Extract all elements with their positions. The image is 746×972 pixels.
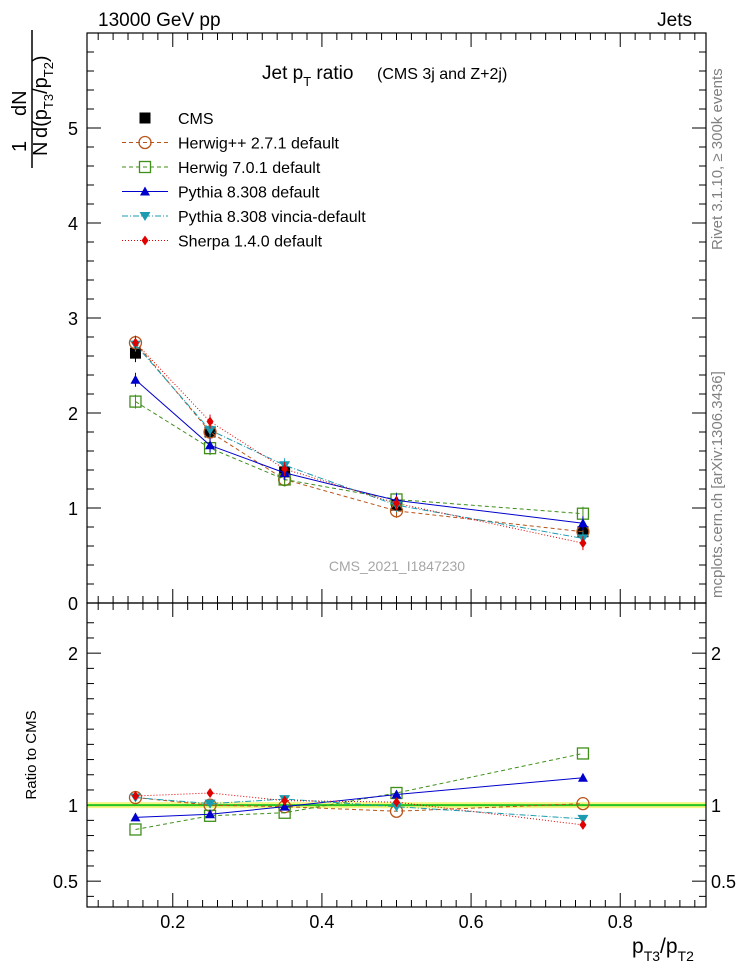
y-label-sub1: T3 [41,94,56,109]
ratio-y-tick-label: 2 [68,644,78,664]
series-4-ratio-line [135,797,583,820]
y-label-dn: dN [9,90,31,116]
series-3-ratio-point [577,772,588,782]
series-5-ratio-point [206,788,214,798]
legend-item-3-label: Pythia 8.308 default [178,185,320,202]
y-label-sub2: T2 [41,62,56,77]
analysis-watermark: CMS_2021_I1847230 [329,558,465,574]
legend-item-0-label: CMS [178,111,214,128]
series-5-ratio-point [131,791,139,802]
series-3-ratio-line [135,777,583,818]
y-label-denominator: d(pT3/pT2) [30,55,56,138]
series-5-point [131,337,139,348]
y-tick-label: 4 [68,214,78,234]
series-4-point [204,426,216,436]
series-5-ratio-point [281,795,289,806]
series-2-ratio-point [576,747,590,760]
y-label-one: 1 [9,141,31,152]
legend-item-2-marker [138,160,152,174]
legend-item-2-label: Herwig 7.0.1 default [178,160,321,177]
ratio-y-tick-label-right: 0.5 [711,872,736,892]
series-2-line [135,401,583,515]
series-5-line [135,342,584,544]
x-label-sub2: T2 [678,948,695,964]
x-label-sub1: T3 [644,948,661,964]
rivet-label: Rivet 3.1.10, ≥ 300k events [709,68,726,250]
legend: CMS Herwig++ 2.7.1 default Herwig 7.0.1 de… [122,111,366,251]
y-tick-label: 0 [68,594,78,614]
legend-item-1-marker [138,135,152,150]
series-2-ratio-line [135,752,584,830]
ratio-y-tick-label-right: 2 [711,644,721,664]
y-label-d: d(p [30,109,52,138]
y-tick-label: 2 [68,404,78,424]
series-5-point [281,464,289,475]
chart-title: Jet pT ratio [262,63,353,89]
y-label-close: ) [30,55,52,62]
x-label-p: p [632,935,644,958]
x-tick-label: 0.4 [309,912,334,932]
x-tick-label: 0.2 [160,912,185,932]
series-2-ratio-point [129,823,142,836]
series-2-point [129,395,142,408]
legend-item-5-label: Sherpa 1.4.0 default [178,234,323,251]
series-5-ratio-point [579,819,587,830]
series-0-point [129,347,141,359]
series-5-point [393,498,400,509]
legend-item-4-label: Pythia 8.308 vincia-default [178,209,366,226]
title-main: Jet p [262,63,303,84]
mcplots-label: mcplots.cern.ch [arXiv:1306.3436] [709,371,726,598]
series-5-ratio-line [135,792,584,826]
series-1-line [135,342,584,533]
legend-item-3-marker [140,186,150,196]
ratio-y-tick-label-right: 1 [711,796,721,816]
series-5-point [579,538,587,549]
ratio-plot-frame [86,602,707,908]
header-process: Jets [657,10,692,31]
series-5-ratio-point [393,797,400,808]
ratio-y-label: Ratio to CMS [23,710,40,799]
series-4-ratio-point [391,802,402,812]
legend-item-5-marker [141,235,149,246]
x-label-slash: /p [660,935,678,958]
ratio-y-tick-label: 0.5 [53,872,78,892]
series-5-point [206,416,214,427]
y-label-slash: /p [30,77,52,94]
axis-ticks: 0.2 0.4 0.6 0.8 0 1 2 3 4 5 0.5 0.5 1 1 2 2 [53,33,736,932]
x-axis-label: pT3/pT2 [632,935,694,964]
chart-title-note: (CMS 3j and Z+2j) [377,66,507,83]
x-tick-label: 0.8 [608,912,633,932]
y-tick-label: 5 [68,119,78,139]
series-4-ratio-point [204,799,216,809]
series-3-point [205,440,216,450]
data-series [128,335,590,836]
series-3-point [130,374,141,384]
series-3-ratio-point [391,789,402,799]
series-3-point [577,518,588,528]
ratio-y-tick-label: 1 [68,796,78,816]
header-energy: 13000 GeV pp [98,10,221,31]
y-label-n: N [30,142,52,156]
series-3-ratio-point [130,812,141,822]
series-3-ratio-point [205,809,216,819]
y-tick-label: 3 [68,309,78,329]
x-tick-label: 0.6 [459,912,484,932]
legend-item-4-marker [139,212,151,221]
series-3-ratio-point [279,801,290,811]
y-tick-label: 1 [68,499,78,519]
series-1-ratio-point [576,796,590,811]
legend-item-0-marker [139,112,151,124]
series-3-line [135,379,584,524]
legend-item-1-label: Herwig++ 2.7.1 default [178,136,340,153]
title-rest: ratio [311,63,353,84]
series-4-line [135,344,584,539]
series-4-ratio-point [577,814,589,824]
title-sub: T [303,74,311,89]
